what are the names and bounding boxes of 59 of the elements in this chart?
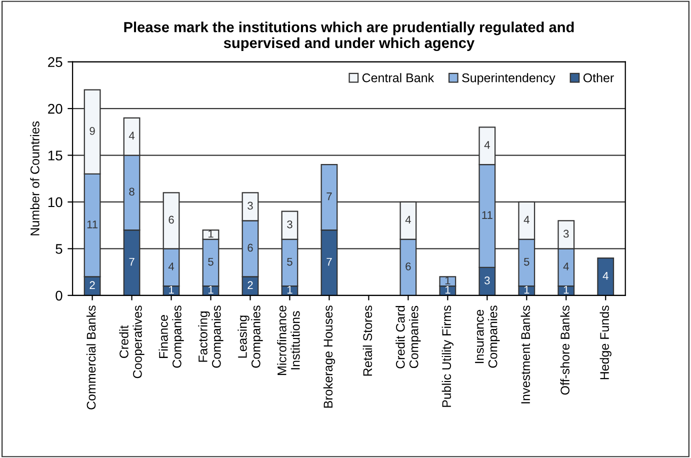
data-label: 3 — [248, 202, 253, 210]
y-tick-label: 15 — [48, 150, 62, 160]
data-label: 7 — [326, 258, 332, 266]
data-label: 4 — [602, 272, 608, 280]
data-label: 2 — [90, 281, 95, 289]
data-label: 5 — [287, 258, 292, 266]
x-tick-label: Microfinance Institutions — [277, 306, 300, 375]
x-tick-label: Insurance Companies — [475, 306, 500, 368]
y-axis-title: Number of Countries — [30, 121, 40, 236]
legend-label: Central Bank — [362, 73, 434, 82]
x-tick-label: Leasing Companies — [238, 306, 263, 368]
x-tick-label: Hedge Funds — [600, 306, 612, 380]
data-label: 1 — [208, 286, 214, 294]
x-tick-label: Credit Cooperatives — [119, 306, 144, 378]
data-label: 3 — [287, 220, 292, 228]
data-label: 4 — [168, 262, 174, 270]
x-tick-label: Off-shore Banks — [560, 306, 570, 395]
data-label: 1 — [445, 286, 450, 294]
data-label: 1 — [524, 286, 530, 294]
data-label: 4 — [405, 216, 411, 224]
data-label: 4 — [128, 132, 135, 140]
chart-title: Please mark the institutions which are prudentially regulated and supervised and under which agency — [124, 22, 574, 52]
data-label: 5 — [208, 258, 214, 266]
y-tick-label: 20 — [48, 104, 62, 114]
x-tick-label: Investment Banks — [520, 306, 530, 404]
data-label: 7 — [326, 192, 332, 200]
data-label: 9 — [90, 127, 95, 135]
data-label: 3 — [563, 230, 569, 238]
x-tick-label: Brokerage Houses — [323, 306, 336, 408]
data-label: 1 — [564, 286, 569, 294]
x-tick-label: Public Utility Firms — [442, 306, 454, 407]
y-tick-label: 0 — [56, 290, 62, 301]
data-label: 11 — [87, 220, 98, 228]
x-tick-label: Finance Companies — [158, 306, 184, 368]
data-label: 6 — [168, 216, 174, 224]
data-label: 1 — [445, 276, 450, 284]
x-tick-label: Credit Card Companies — [396, 306, 421, 368]
legend-label: Superintendency — [462, 73, 556, 85]
data-label: 6 — [406, 262, 411, 270]
y-tick-label: 25 — [48, 57, 62, 67]
data-label: 2 — [248, 281, 253, 289]
data-label: 4 — [484, 141, 490, 149]
x-tick-label: Commercial Banks — [86, 306, 96, 410]
data-label: 8 — [129, 188, 134, 196]
legend-label: Other — [583, 73, 614, 82]
bar — [597, 257, 614, 296]
data-label: 4 — [563, 262, 569, 270]
data-label: 1 — [287, 286, 292, 294]
data-label: 5 — [524, 258, 530, 266]
y-tick-label: 10 — [48, 197, 62, 208]
data-label: 3 — [484, 276, 490, 284]
data-label: 7 — [129, 258, 134, 266]
data-label: 6 — [248, 244, 253, 252]
x-tick-label: Retail Stores — [362, 306, 372, 376]
data-label: 11 — [482, 211, 492, 219]
data-label: 4 — [524, 216, 530, 224]
y-tick-label: 5 — [56, 244, 62, 254]
data-label: 1 — [169, 286, 174, 294]
x-tick-label: Factoring Companies — [198, 306, 224, 368]
